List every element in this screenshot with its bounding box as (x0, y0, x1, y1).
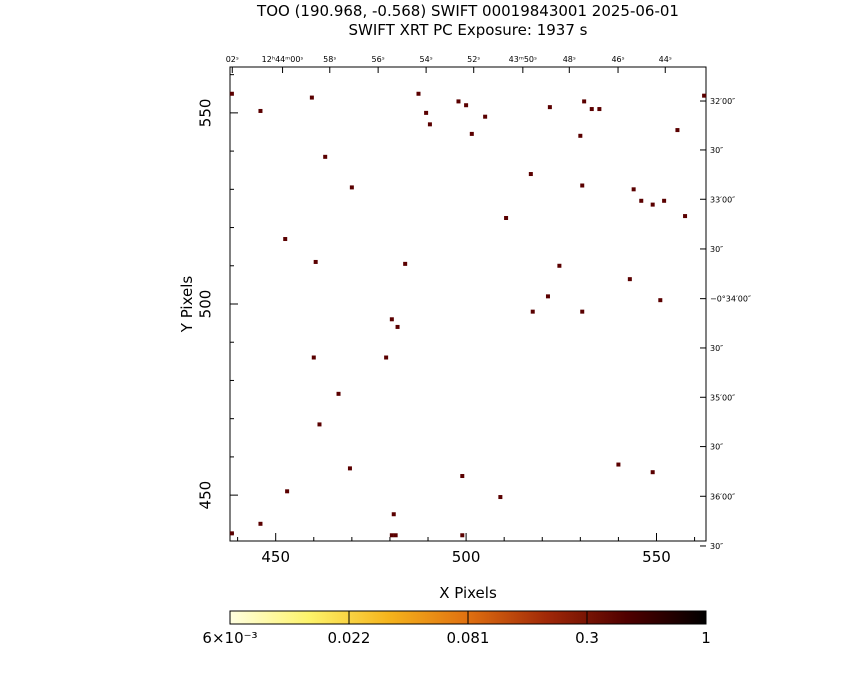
ra-label: 02ˢ (226, 55, 239, 64)
event-point (662, 198, 667, 203)
event-point (616, 462, 621, 467)
event-point (317, 422, 322, 427)
event-point (650, 202, 655, 207)
event-point (683, 214, 688, 219)
ra-label: 52ˢ (467, 55, 480, 64)
event-point (589, 107, 594, 112)
x-axis-label: X Pixels (439, 584, 497, 602)
event-point (702, 93, 707, 98)
dec-label: 35′00″ (710, 393, 735, 402)
event-point (323, 154, 328, 159)
event-point (650, 470, 655, 475)
ra-label: 56ˢ (372, 55, 385, 64)
ra-label: 43ᵐ50ˢ (509, 55, 537, 64)
colorbar-label: 0.3 (575, 629, 599, 647)
chart-title: TOO (190.968, -0.568) SWIFT 00019843001 … (256, 2, 679, 20)
event-point (424, 110, 429, 115)
event-point (349, 185, 354, 190)
x-tick-label: 450 (261, 548, 290, 566)
ra-label: 58ˢ (323, 55, 336, 64)
event-point (504, 215, 509, 220)
event-point (389, 317, 394, 322)
axis-ticks: 450 500 550 450 500 550 02ˢ 12ʰ44ᵐ00ˢ 58ˢ 56ˢ 54ˢ 5… (197, 55, 751, 566)
event-point (393, 533, 398, 538)
ra-label: 46ˢ (611, 55, 624, 64)
event-point (464, 103, 469, 108)
dec-label: 36′00″ (710, 492, 735, 501)
event-point (389, 533, 394, 538)
event-point (391, 512, 396, 517)
event-point (416, 91, 421, 96)
event-point (229, 91, 234, 96)
event-point (483, 114, 488, 119)
event-point (627, 277, 632, 282)
event-points (229, 91, 707, 538)
event-point (283, 237, 288, 242)
event-point (309, 95, 314, 100)
x-tick-label: 500 (452, 548, 481, 566)
colorbar-ticks: 6×10⁻³ 0.022 0.081 0.3 1 (202, 611, 711, 647)
x-tick-label: 550 (642, 548, 671, 566)
y-tick-label: 500 (197, 290, 215, 319)
event-point (498, 495, 503, 500)
event-point (631, 187, 636, 192)
ra-label: 12ʰ44ᵐ00ˢ (262, 55, 304, 64)
event-point (258, 521, 263, 526)
event-point (675, 128, 680, 133)
chart-subtitle: SWIFT XRT PC Exposure: 1937 s (349, 21, 588, 39)
event-point (528, 172, 533, 177)
ra-label: 44ˢ (659, 55, 672, 64)
ra-label: 48ˢ (563, 55, 576, 64)
event-point (578, 133, 583, 138)
plot-frame (229, 66, 707, 542)
event-point (530, 309, 535, 314)
event-point (545, 294, 550, 299)
event-point (639, 198, 644, 203)
dec-label: 33′00″ (710, 195, 735, 204)
y-tick-label: 450 (197, 481, 215, 510)
event-point (460, 474, 465, 479)
event-point (557, 263, 562, 268)
y-axis-label: Y Pixels (178, 276, 196, 334)
event-point (403, 261, 408, 266)
event-point (469, 131, 474, 136)
dec-label: 30″ (710, 245, 723, 254)
event-point (427, 122, 432, 127)
event-point (384, 355, 389, 360)
event-point (285, 489, 290, 494)
colorbar-label: 1 (701, 629, 711, 647)
event-point (395, 324, 400, 329)
event-point (582, 99, 587, 104)
event-point (580, 183, 585, 188)
y-tick-label: 550 (197, 99, 215, 128)
event-point (258, 108, 263, 113)
event-point (658, 298, 663, 303)
event-point (460, 533, 465, 538)
ra-label: 54ˢ (420, 55, 433, 64)
event-point (547, 105, 552, 110)
event-point (229, 531, 234, 536)
dec-label: 32′00″ (710, 97, 735, 106)
event-point (580, 309, 585, 314)
colorbar-label: 0.081 (447, 629, 490, 647)
event-point (311, 355, 316, 360)
event-point (336, 391, 341, 396)
event-point (347, 466, 352, 471)
event-point (597, 107, 602, 112)
dec-label: 30″ (710, 443, 723, 452)
event-point (456, 99, 461, 104)
colorbar-label: 0.022 (328, 629, 371, 647)
dec-label: 30″ (710, 146, 723, 155)
colorbar-label: 6×10⁻³ (202, 629, 257, 647)
dec-label: 30″ (710, 344, 723, 353)
event-point (313, 259, 318, 264)
dec-label: −0°34′00″ (710, 295, 751, 304)
dec-label: 30″ (710, 542, 723, 551)
